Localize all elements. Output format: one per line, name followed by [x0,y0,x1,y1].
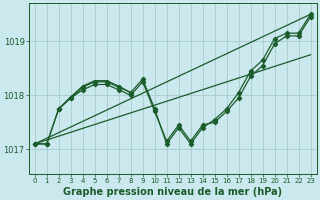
X-axis label: Graphe pression niveau de la mer (hPa): Graphe pression niveau de la mer (hPa) [63,187,282,197]
